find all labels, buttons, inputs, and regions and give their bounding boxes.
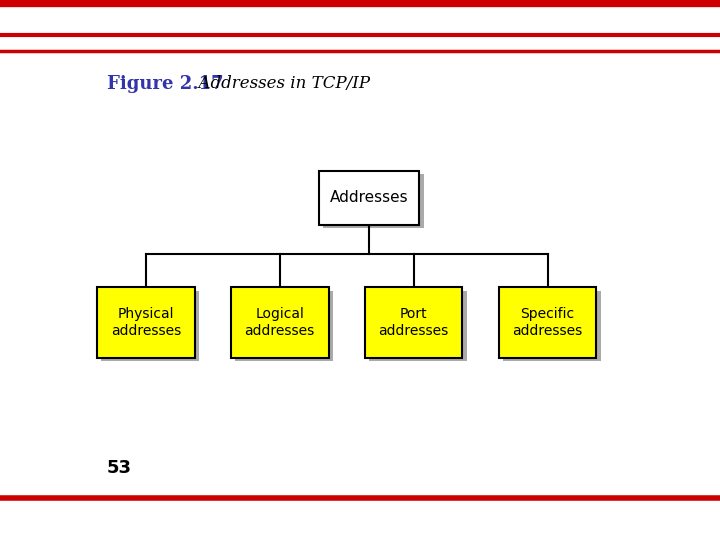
FancyBboxPatch shape <box>319 171 419 225</box>
Text: Figure 2.17: Figure 2.17 <box>107 75 223 92</box>
Text: Logical
addresses: Logical addresses <box>245 307 315 338</box>
FancyBboxPatch shape <box>97 287 194 358</box>
FancyBboxPatch shape <box>231 287 328 358</box>
FancyBboxPatch shape <box>365 287 462 358</box>
FancyBboxPatch shape <box>323 174 423 228</box>
FancyBboxPatch shape <box>503 291 601 361</box>
FancyBboxPatch shape <box>235 291 333 361</box>
Text: Port
addresses: Port addresses <box>379 307 449 338</box>
FancyBboxPatch shape <box>499 287 596 358</box>
FancyBboxPatch shape <box>102 291 199 361</box>
Text: 53: 53 <box>107 459 132 477</box>
FancyBboxPatch shape <box>369 291 467 361</box>
Text: Addresses: Addresses <box>330 191 408 205</box>
Text: Specific
addresses: Specific addresses <box>513 307 582 338</box>
Text: Addresses in TCP/IP: Addresses in TCP/IP <box>188 75 369 92</box>
Text: Physical
addresses: Physical addresses <box>111 307 181 338</box>
